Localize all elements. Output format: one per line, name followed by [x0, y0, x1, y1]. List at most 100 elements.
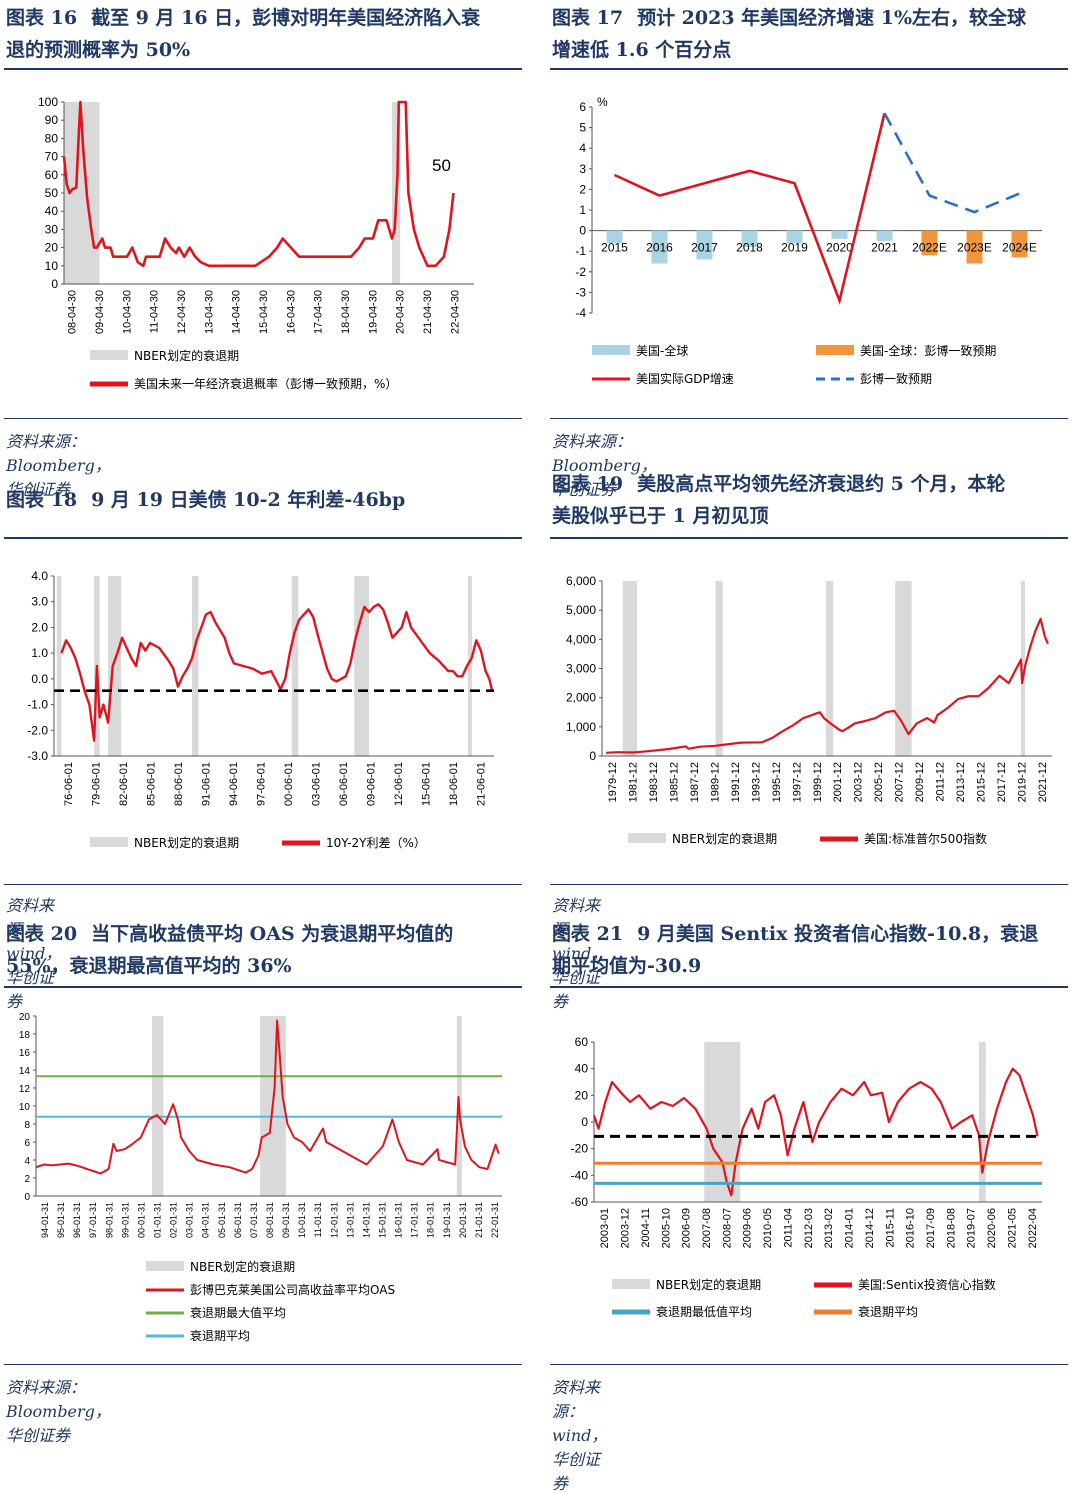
series-line-forecast	[883, 112, 1020, 214]
x-tick-label: 2009-06	[742, 1208, 754, 1248]
x-tick-label: 2007-08	[701, 1208, 713, 1248]
x-tick-label: 15-04-30	[258, 290, 270, 334]
y-tick-label: 6,000	[566, 574, 596, 588]
source-note: 资料来源：wind，华创证券	[552, 1378, 608, 1493]
y-tick-label: 6	[579, 100, 586, 114]
legend-label: NBER划定的衰退期	[134, 835, 239, 850]
x-tick-label: 14-04-30	[231, 290, 243, 334]
x-tick-label: 2005-10	[660, 1208, 672, 1248]
bar	[696, 230, 713, 260]
legend-label: 彭博巴克莱美国公司高收益率平均OAS	[190, 1282, 395, 1297]
x-tick-label: 01-01-31	[153, 1202, 163, 1238]
x-tick-label: 16-01-31	[394, 1202, 404, 1238]
x-tick-label: 2022E	[912, 241, 947, 255]
recession-band	[291, 576, 299, 756]
y-tick-label: -2.0	[27, 723, 48, 737]
x-tick-label: 82-06-01	[118, 762, 130, 806]
y-tick-label: 1	[579, 203, 586, 217]
x-tick-label: 1985-12	[669, 762, 681, 802]
x-tick-label: 2007-12	[894, 762, 906, 802]
x-tick-label: 1979-12	[607, 762, 619, 802]
x-tick-label: 2022-04	[1027, 1208, 1039, 1248]
recession-band	[622, 581, 638, 756]
recession-band	[978, 1042, 986, 1202]
x-tick-label: 22-04-30	[449, 290, 461, 334]
y-tick-label: -4	[575, 306, 586, 320]
x-tick-label: 97-06-01	[255, 762, 267, 806]
x-tick-label: 2021-05	[1006, 1208, 1018, 1248]
divider	[550, 537, 1068, 539]
x-tick-label: 98-01-31	[104, 1202, 114, 1238]
x-tick-label: 95-01-31	[56, 1202, 66, 1238]
source-note: 资料来源：Bloomberg，华创证券	[6, 432, 111, 499]
x-tick-label: 2011-12	[935, 762, 947, 802]
x-tick-label: 94-06-01	[228, 762, 240, 806]
y-tick-label: -60	[571, 1195, 589, 1209]
x-tick-label: 76-06-01	[63, 762, 75, 806]
recession-band	[108, 576, 122, 756]
divider	[550, 68, 1068, 70]
y-tick-label: 0	[579, 224, 586, 238]
x-tick-label: 2016	[646, 241, 673, 255]
x-tick-label: 2015	[601, 241, 628, 255]
y-tick-label: 18	[19, 1030, 31, 1041]
y-tick-label: 2	[579, 182, 586, 196]
divider	[4, 986, 522, 988]
bar	[651, 230, 668, 264]
x-tick-label: 2006-09	[681, 1208, 693, 1248]
y-tick-label: 4.0	[31, 569, 48, 583]
x-tick-label: 2017-12	[996, 762, 1008, 802]
x-tick-label: 2003-12	[620, 1208, 632, 1248]
chart-title: 图表 19 美股高点平均领先经济衰退约 5 个月，本轮 美股似乎已于 1 月初见顶	[552, 473, 1006, 527]
legend-label: 美国-全球：彭博一致预期	[860, 343, 996, 358]
y-tick-label: 0	[51, 277, 58, 291]
data-label: 50	[432, 156, 451, 175]
legend-label: 美国:标准普尔500指数	[864, 831, 987, 846]
y-tick-label: 0	[589, 749, 596, 763]
x-tick-label: 02-01-31	[169, 1202, 179, 1238]
x-tick-label: 2018-08	[945, 1208, 957, 1248]
y-tick-label: 3,000	[566, 662, 596, 676]
y-tick-label: -2	[575, 265, 586, 279]
x-tick-label: 10-01-31	[297, 1202, 307, 1238]
recession-band	[354, 576, 370, 756]
recession-band	[467, 576, 472, 756]
x-tick-label: 10-04-30	[121, 290, 133, 334]
y-tick-label: 5	[579, 121, 586, 135]
y-tick-label: 14	[19, 1066, 31, 1077]
y-tick-label: -3.0	[27, 749, 48, 763]
legend-label: NBER划定的衰退期	[190, 1259, 295, 1274]
series-line	[35, 1019, 500, 1175]
x-tick-label: 12-06-01	[393, 762, 405, 806]
x-tick-label: 2017	[691, 241, 718, 255]
x-tick-label: 2010-05	[762, 1208, 774, 1248]
x-tick-label: 03-01-31	[185, 1202, 195, 1238]
chart-20: 0 2 4 6 8 10 12 14 16 18 20 94-01-31 95-01-31 96-01-3…	[19, 1012, 502, 1343]
divider	[550, 884, 1068, 885]
y-tick-label: 60	[575, 1035, 589, 1049]
recession-band	[1021, 581, 1026, 756]
legend-label: NBER划定的衰退期	[656, 1277, 761, 1292]
x-tick-label: 1999-12	[812, 762, 824, 802]
x-tick-label: 2013-02	[823, 1208, 835, 1248]
chart-title: 图表 17 预计 2023 年美国经济增速 1%左右，较全球 增速低 1.6 个百…	[552, 7, 1027, 61]
recession-band	[56, 576, 62, 756]
x-tick-label: 08-01-31	[265, 1202, 275, 1238]
x-tick-label: 1995-12	[771, 762, 783, 802]
chart-title: 图表 16 截至 9 月 16 日，彭博对明年美国经济陷入衰 退的预测概率为 50…	[6, 7, 481, 61]
divider	[4, 1364, 522, 1365]
x-tick-label: 11-01-31	[313, 1202, 323, 1237]
x-tick-label: 2020	[826, 241, 853, 255]
x-tick-label: 2003-12	[853, 762, 865, 802]
x-tick-label: 16-04-30	[285, 290, 297, 334]
x-tick-label: 2024E	[1002, 241, 1037, 255]
x-tick-label: 06-01-31	[233, 1202, 243, 1238]
x-tick-label: 2017-09	[925, 1208, 937, 1248]
y-tick-label: -1	[575, 244, 586, 258]
recession-band	[191, 576, 199, 756]
x-tick-label: 2018	[736, 241, 763, 255]
chart-title: 图表 20 当下高收益债平均 OAS 为衰退期平均值的 55%，衰退期最高值平均的…	[6, 923, 454, 977]
x-tick-label: 2019	[781, 241, 808, 255]
source-note: 资料来源：wind，华创证券	[6, 896, 62, 1011]
y-tick-label: 0	[24, 1192, 30, 1203]
